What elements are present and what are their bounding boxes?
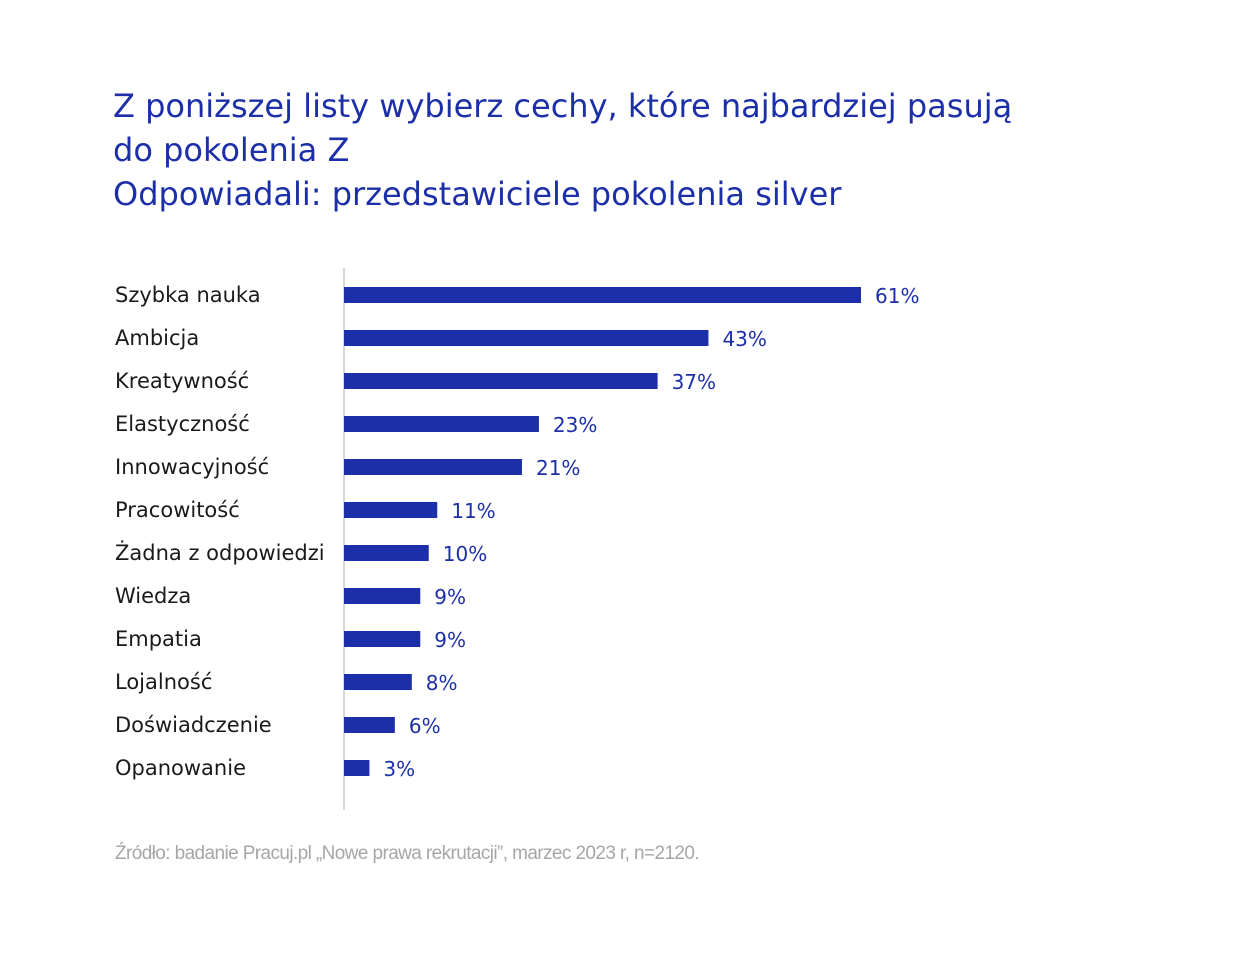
title-line-2: do pokolenia Z [113,131,350,169]
source-note: Źródło: badanie Pracuj.pl „Nowe prawa re… [115,843,700,864]
value-label: 8% [426,671,458,695]
bar [344,674,412,690]
category-label: Opanowanie [115,756,246,780]
value-label: 37% [672,370,716,394]
bar [344,373,658,389]
bar [344,545,429,561]
bar [344,502,438,518]
category-label: Ambicja [115,326,199,350]
category-label: Szybka nauka [115,283,261,307]
category-label: Pracowitość [115,498,240,522]
value-label: 9% [434,585,466,609]
bar [344,717,395,733]
value-label: 61% [875,284,919,308]
category-label: Wiedza [115,584,191,608]
value-label: 9% [434,628,466,652]
title-line-1: Z poniższej listy wybierz cechy, które n… [113,87,1013,125]
value-label: 3% [383,757,415,781]
value-label: 10% [443,542,487,566]
bar [344,459,522,475]
category-label: Elastyczność [115,412,250,436]
chart-title: Z poniższej listy wybierz cechy, które n… [113,84,1163,216]
category-label: Żadna z odpowiedzi [115,540,325,565]
value-label: 43% [722,327,766,351]
bar [344,416,539,432]
bar [344,330,709,346]
value-label: 6% [409,714,441,738]
bar [344,287,861,303]
category-label: Kreatywność [115,369,249,393]
value-label: 21% [536,456,580,480]
bars-group: Szybka nauka 61% Ambicja 43% Kreatywność 37% E… [115,283,919,781]
bar [344,631,421,647]
title-line-3: Odpowiadali: przedstawiciele pokolenia s… [113,175,842,213]
value-label: 11% [451,499,495,523]
category-label: Lojalność [115,670,212,694]
bar [344,760,370,776]
category-label: Innowacyjność [115,455,269,479]
category-label: Empatia [115,627,202,651]
category-label: Doświadczenie [115,713,272,737]
bar [344,588,421,604]
value-label: 23% [553,413,597,437]
